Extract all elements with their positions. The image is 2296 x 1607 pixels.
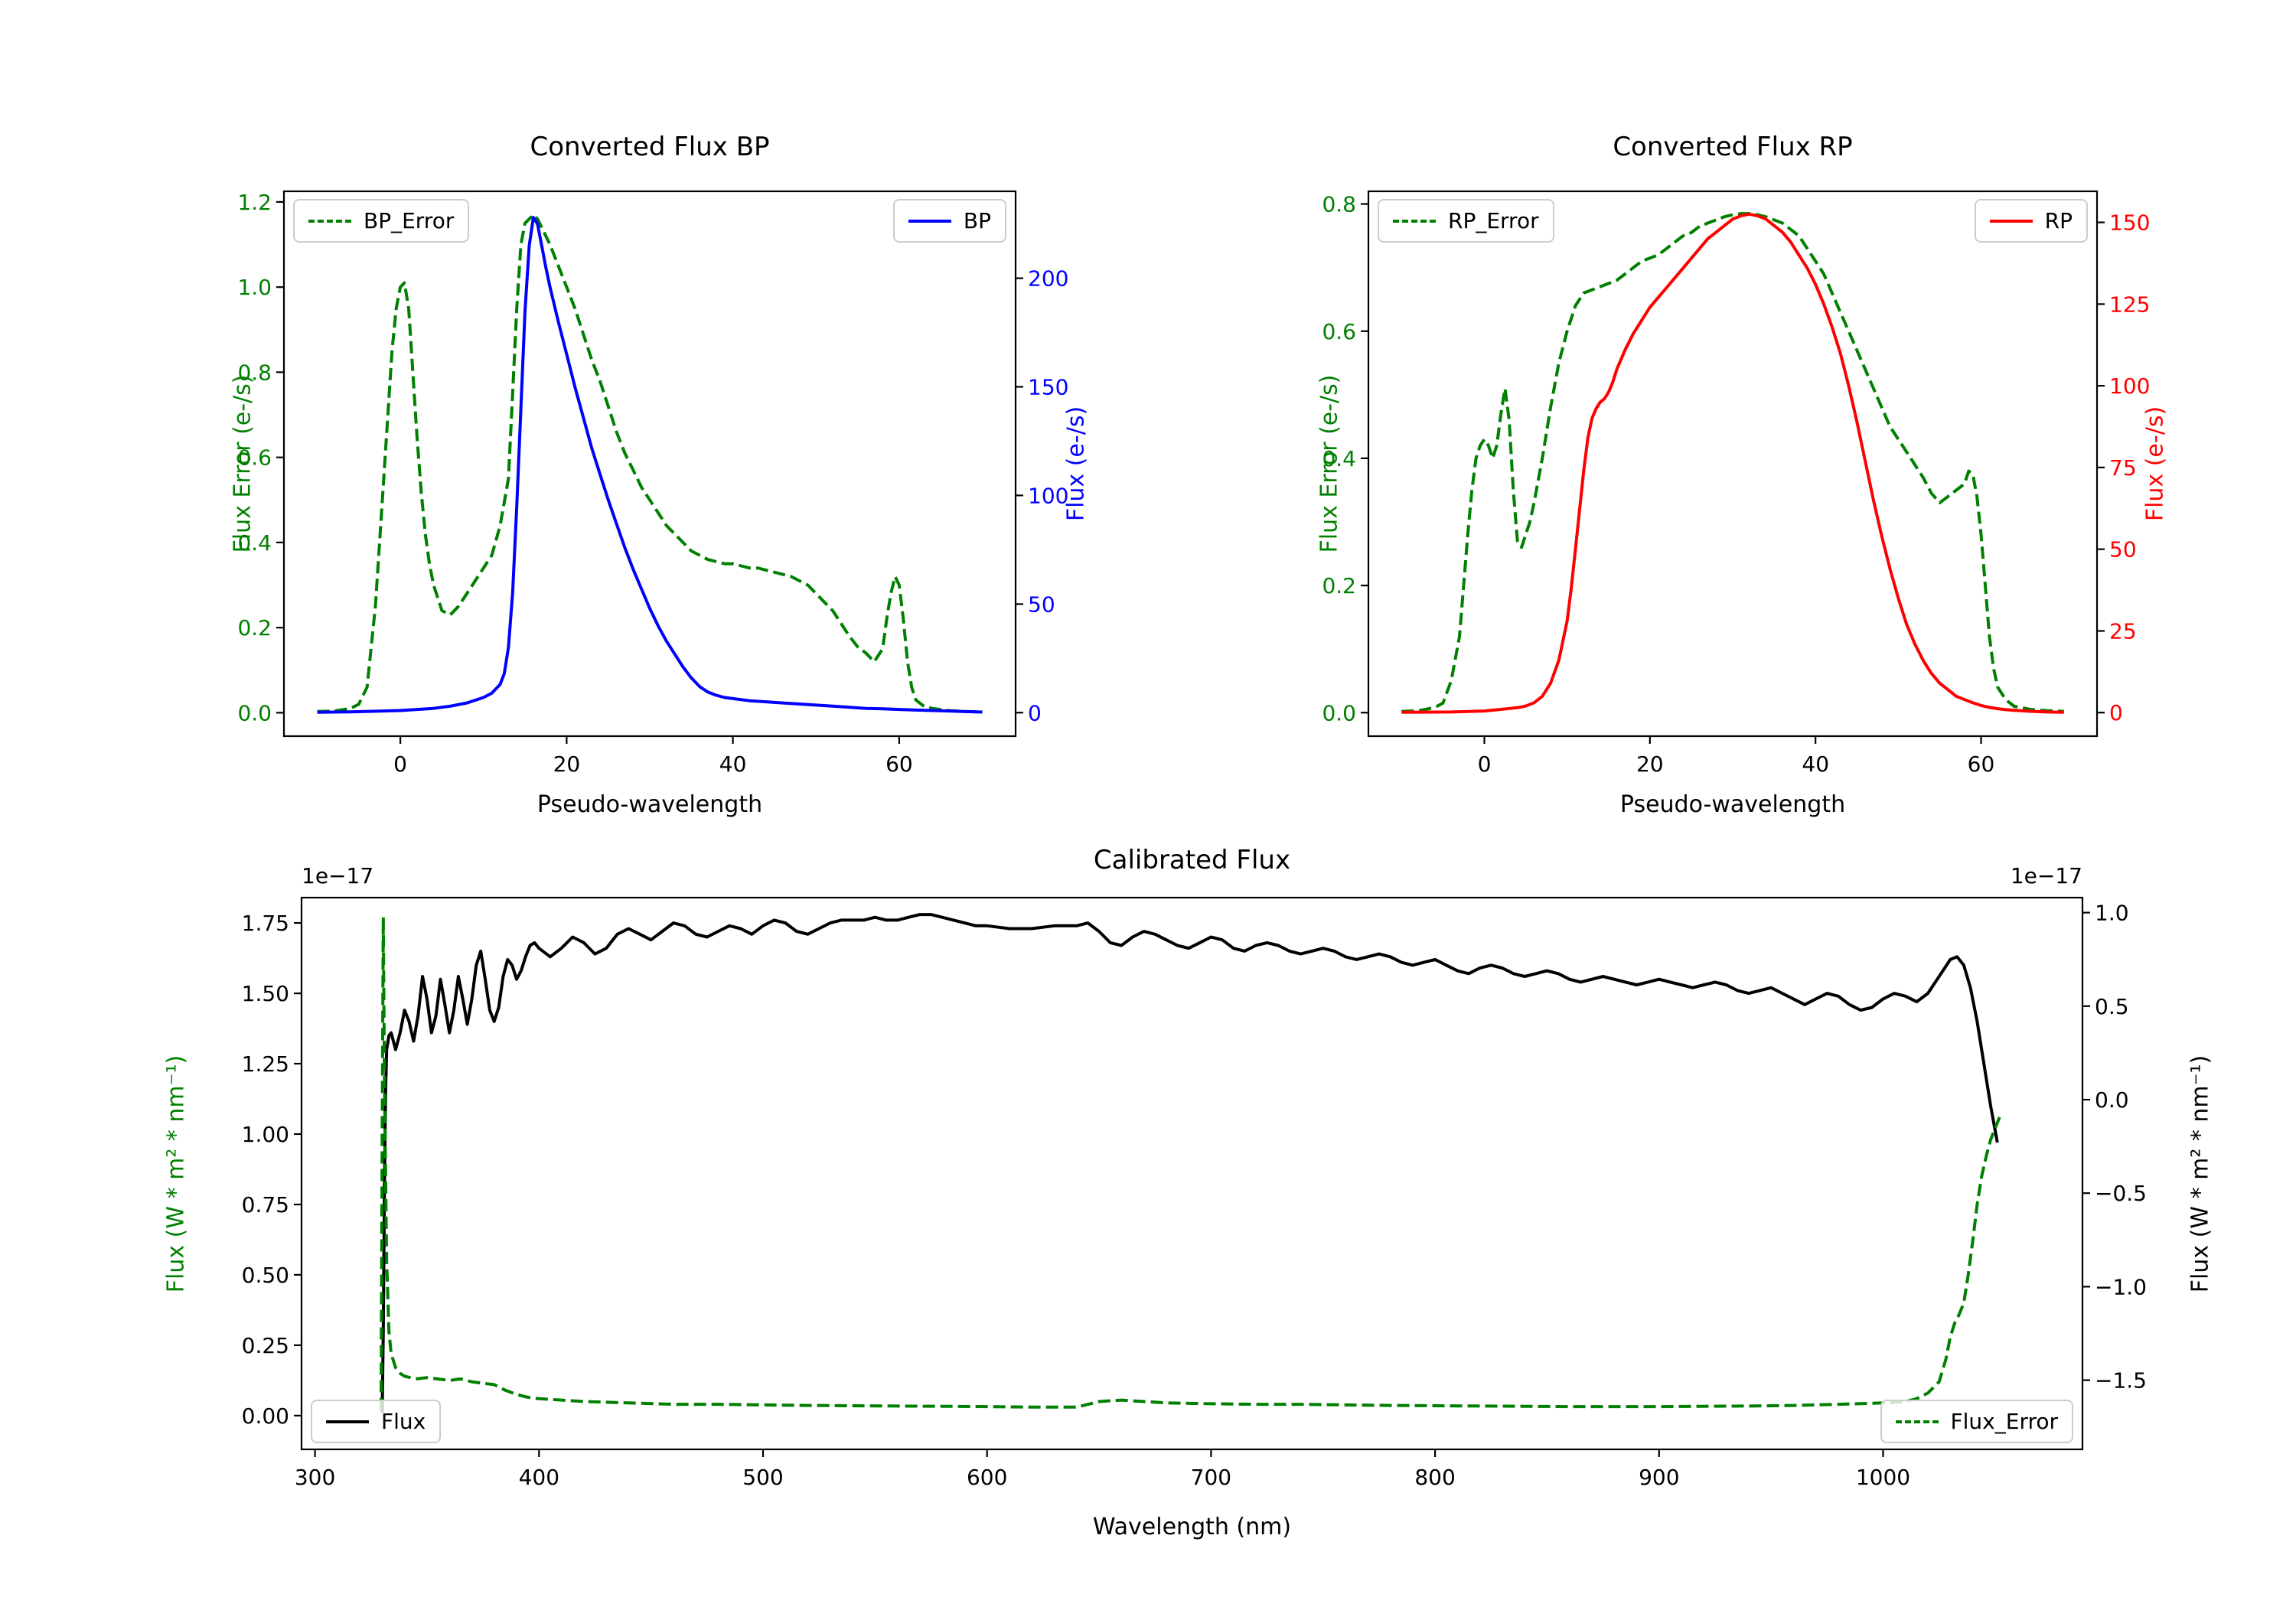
rp-ylabel-right: Flux (e-/s) — [2141, 406, 2169, 522]
svg-text:75: 75 — [2109, 455, 2137, 481]
svg-text:−1.5: −1.5 — [2095, 1368, 2147, 1393]
svg-text:60: 60 — [1968, 751, 1995, 777]
svg-text:100: 100 — [1028, 483, 1068, 508]
svg-text:0.75: 0.75 — [242, 1192, 289, 1217]
svg-text:0.50: 0.50 — [242, 1263, 289, 1288]
svg-text:150: 150 — [1028, 375, 1068, 400]
bp-error-legend: BP_Error — [293, 199, 470, 243]
svg-text:200: 200 — [1028, 266, 1068, 292]
bp-error-legend-line-sample — [308, 219, 351, 223]
cal-right-axis-offset-text: 1e−17 — [2010, 863, 2082, 888]
chart-converted-flux-bp: 0 20 40 60 0.0 0.2 0.4 0.6 0.8 1.0 1.2 0 50 100 150 200… — [153, 115, 1110, 842]
svg-text:500: 500 — [742, 1465, 783, 1490]
bp-ylabel-right: Flux (e-/s) — [1062, 406, 1090, 522]
svg-text:0.4: 0.4 — [237, 530, 272, 556]
bp-ylabel-left: Flux Error (e-/s) — [229, 374, 256, 553]
svg-text:800: 800 — [1414, 1465, 1455, 1490]
svg-text:1.25: 1.25 — [242, 1051, 289, 1077]
flux-error-legend-label: Flux_Error — [1950, 1409, 2058, 1434]
svg-text:0.0: 0.0 — [237, 700, 272, 725]
cal-ylabel-left: Flux (W * m² * nm⁻¹) — [162, 1054, 190, 1293]
svg-text:20: 20 — [1636, 751, 1664, 777]
bp-plot-area: 0 20 40 60 0.0 0.2 0.4 0.6 0.8 1.0 1.2 0 50 100 150 200 — [237, 190, 1068, 777]
svg-text:0.4: 0.4 — [1322, 446, 1356, 471]
svg-text:25: 25 — [2109, 619, 2137, 644]
svg-text:150: 150 — [2109, 210, 2150, 236]
flux-legend-line-sample — [326, 1420, 369, 1423]
rp-error-legend-label: RP_Error — [1448, 208, 1539, 233]
svg-text:40: 40 — [719, 751, 747, 777]
rp-xlabel: Pseudo-wavelength — [1619, 791, 1846, 818]
svg-text:20: 20 — [553, 751, 581, 777]
svg-text:0.5: 0.5 — [2095, 994, 2129, 1019]
svg-text:900: 900 — [1639, 1465, 1679, 1490]
svg-text:100: 100 — [2109, 373, 2150, 399]
svg-text:0.25: 0.25 — [242, 1333, 289, 1358]
bp-legend: BP — [892, 199, 1006, 243]
svg-text:60: 60 — [885, 751, 913, 777]
svg-text:−1.0: −1.0 — [2095, 1274, 2147, 1299]
flux-legend: Flux — [311, 1400, 442, 1443]
bp-title: Converted Flux BP — [530, 132, 770, 162]
svg-text:0.0: 0.0 — [1322, 700, 1356, 725]
svg-text:0.00: 0.00 — [242, 1403, 289, 1429]
svg-text:700: 700 — [1191, 1465, 1231, 1490]
chart-calibrated-flux: 300 400 500 600 700 800 900 1000 0.00 0.25 0.50 0.7… — [153, 826, 2258, 1576]
svg-text:1.0: 1.0 — [237, 275, 272, 300]
svg-text:0.6: 0.6 — [237, 445, 272, 471]
flux-error-legend-line-sample — [1895, 1420, 1939, 1423]
bp-legend-line-sample — [908, 219, 951, 223]
svg-text:50: 50 — [2109, 537, 2137, 562]
bp-xlabel: Pseudo-wavelength — [536, 791, 763, 818]
svg-text:0: 0 — [2109, 700, 2123, 725]
svg-text:600: 600 — [967, 1465, 1007, 1490]
svg-text:0: 0 — [393, 751, 407, 777]
svg-text:300: 300 — [295, 1465, 335, 1490]
rp-legend: RP — [1974, 199, 2088, 243]
svg-text:0.6: 0.6 — [1322, 319, 1356, 344]
bp-error-legend-label: BP_Error — [364, 208, 455, 233]
bp-legend-label: BP — [963, 208, 991, 233]
svg-text:−0.5: −0.5 — [2095, 1181, 2147, 1206]
cal-plot-area: 300 400 500 600 700 800 900 1000 0.00 0.25 0.50 0.7… — [242, 896, 2147, 1490]
rp-error-legend-line-sample — [1393, 219, 1436, 223]
svg-text:125: 125 — [2109, 292, 2150, 317]
flux-error-legend: Flux_Error — [1880, 1400, 2073, 1443]
svg-text:0.2: 0.2 — [237, 615, 272, 641]
cal-ylabel-right: Flux (W * m² * nm⁻¹) — [2187, 1054, 2214, 1293]
svg-text:1.00: 1.00 — [242, 1122, 289, 1147]
svg-text:0: 0 — [1478, 751, 1492, 777]
cal-left-axis-offset-text: 1e−17 — [302, 863, 374, 888]
svg-text:0.2: 0.2 — [1322, 573, 1356, 598]
svg-text:400: 400 — [519, 1465, 559, 1490]
svg-text:1.2: 1.2 — [237, 190, 272, 215]
svg-text:0.8: 0.8 — [237, 360, 272, 385]
cal-title: Calibrated Flux — [1093, 845, 1291, 875]
chart-converted-flux-rp: 0 20 40 60 0.0 0.2 0.4 0.6 0.8 0 25 50 75 100 125 150 C… — [1240, 115, 2197, 842]
svg-text:1.50: 1.50 — [242, 981, 289, 1006]
rp-error-legend: RP_Error — [1378, 199, 1554, 243]
svg-text:1.75: 1.75 — [242, 911, 289, 936]
rp-plot-area: 0 20 40 60 0.0 0.2 0.4 0.6 0.8 0 25 50 75 100 125 150 — [1322, 190, 2150, 777]
svg-text:0: 0 — [1028, 700, 1042, 725]
rp-legend-label: RP — [2044, 208, 2073, 233]
rp-ylabel-left: Flux Error (e-/s) — [1316, 374, 1343, 553]
rp-legend-line-sample — [1989, 219, 2033, 223]
svg-text:50: 50 — [1028, 592, 1055, 617]
svg-text:1000: 1000 — [1856, 1465, 1910, 1490]
flux-legend-label: Flux — [381, 1409, 426, 1434]
svg-text:0.0: 0.0 — [2095, 1087, 2129, 1113]
svg-text:0.8: 0.8 — [1322, 192, 1356, 217]
svg-text:1.0: 1.0 — [2095, 901, 2129, 926]
cal-xlabel: Wavelength (nm) — [1092, 1514, 1292, 1540]
svg-text:40: 40 — [1802, 751, 1829, 777]
rp-title: Converted Flux RP — [1613, 132, 1853, 162]
